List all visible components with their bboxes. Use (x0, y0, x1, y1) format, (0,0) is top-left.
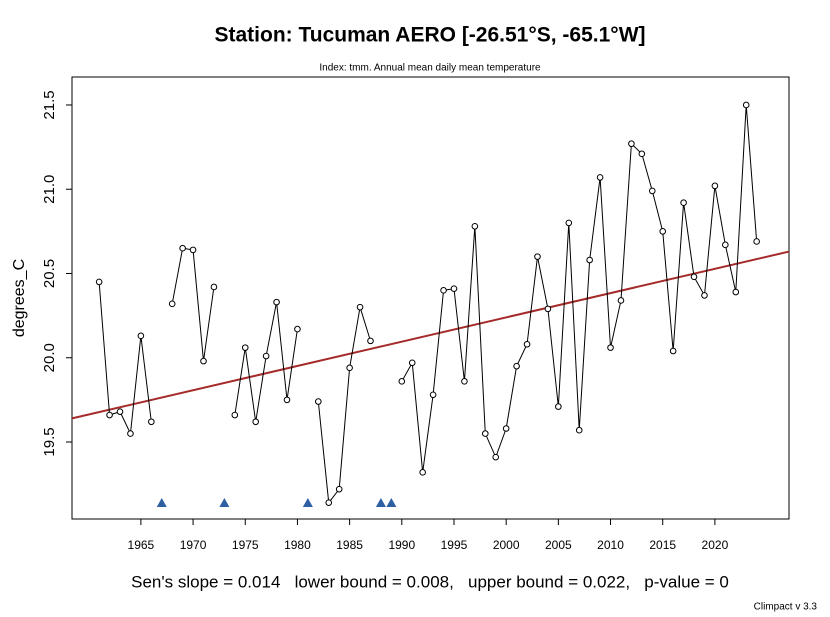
x-tick-label: 2015 (649, 538, 676, 552)
data-point (429, 391, 437, 399)
data-point (356, 303, 364, 311)
data-point (586, 256, 593, 264)
data-point (628, 140, 635, 148)
data-point (732, 288, 740, 296)
data-point (440, 287, 447, 294)
data-point (335, 485, 343, 493)
x-tick-label: 2005 (545, 538, 572, 552)
data-point (502, 425, 510, 432)
x-tick-label: 1980 (284, 538, 311, 552)
data-point (408, 359, 416, 367)
data-point (106, 411, 113, 419)
data-point (596, 174, 604, 181)
data-point (252, 418, 259, 426)
data-point (523, 340, 531, 348)
data-point (262, 352, 270, 360)
missing-marker (302, 498, 313, 507)
data-point (753, 238, 760, 245)
x-tick-label: 1975 (232, 538, 259, 552)
y-tick-label: 21.5 (41, 90, 58, 119)
data-point (189, 246, 197, 254)
data-point (607, 344, 614, 351)
data-point (481, 430, 489, 437)
data-point (617, 297, 625, 304)
data-point (398, 378, 406, 385)
data-point (555, 403, 562, 410)
footer: Sen's slope = 0.014 lower bound = 0.008,… (131, 572, 729, 591)
data-point (722, 241, 729, 249)
data-point (638, 150, 646, 158)
data-point (200, 357, 207, 365)
data-point (690, 273, 698, 281)
data-point (742, 101, 750, 109)
data-point (179, 244, 186, 252)
data-point (241, 344, 249, 351)
data-point (325, 499, 333, 506)
data-point (95, 278, 103, 286)
data-point (575, 426, 583, 434)
data-point (534, 253, 541, 260)
series-line (98, 104, 758, 504)
data-point (148, 418, 155, 426)
data-point (419, 469, 426, 476)
x-tick-label: 1995 (441, 538, 468, 552)
data-point (210, 283, 218, 291)
missing-marker (219, 498, 230, 507)
data-point (315, 398, 322, 405)
y-tick-label: 21.0 (41, 175, 58, 204)
data-point (168, 300, 176, 308)
data-point (137, 332, 145, 340)
x-tick-label: 1990 (388, 538, 415, 552)
data-point (711, 182, 719, 190)
plot-frame (71, 76, 790, 520)
data-point (283, 396, 291, 404)
data-point (461, 378, 468, 385)
x-tick-label: 1965 (128, 538, 155, 552)
chart-title: Station: Tucuman AERO [-26.51°S, -65.1°W… (214, 24, 645, 47)
data-point (471, 222, 479, 230)
data-point (450, 285, 458, 292)
missing-marker (386, 498, 397, 507)
y-tick-label: 20.5 (41, 259, 58, 288)
y-axis-label: degrees_C (11, 259, 28, 337)
data-point (116, 408, 124, 415)
data-point (294, 325, 301, 333)
x-tick-label: 2000 (493, 538, 520, 552)
data-point (513, 362, 520, 370)
data-point (680, 199, 687, 207)
data-point (648, 187, 656, 195)
data-point (273, 298, 280, 306)
missing-marker (375, 498, 386, 507)
data-point (231, 411, 239, 419)
chart-subtitle: Index: tmm. Annual mean daily mean tempe… (319, 63, 541, 74)
trend-line (71, 250, 790, 420)
data-point (492, 453, 500, 461)
x-tick-label: 1970 (180, 538, 207, 552)
y-tick-label: 20.0 (41, 343, 58, 372)
data-point (659, 228, 667, 235)
data-point (701, 292, 708, 299)
data-point (367, 337, 374, 345)
y-tick-label: 19.5 (41, 427, 58, 456)
data-point (565, 219, 573, 227)
x-tick-label: 2020 (702, 538, 729, 552)
x-tick-label: 2010 (597, 538, 624, 552)
data-point (346, 364, 353, 372)
data-point (127, 430, 134, 437)
x-tick-label: 1985 (336, 538, 363, 552)
data-point (669, 347, 677, 355)
data-point (544, 305, 552, 313)
missing-marker (156, 498, 167, 507)
version: Climpact v 3.3 (754, 602, 818, 613)
